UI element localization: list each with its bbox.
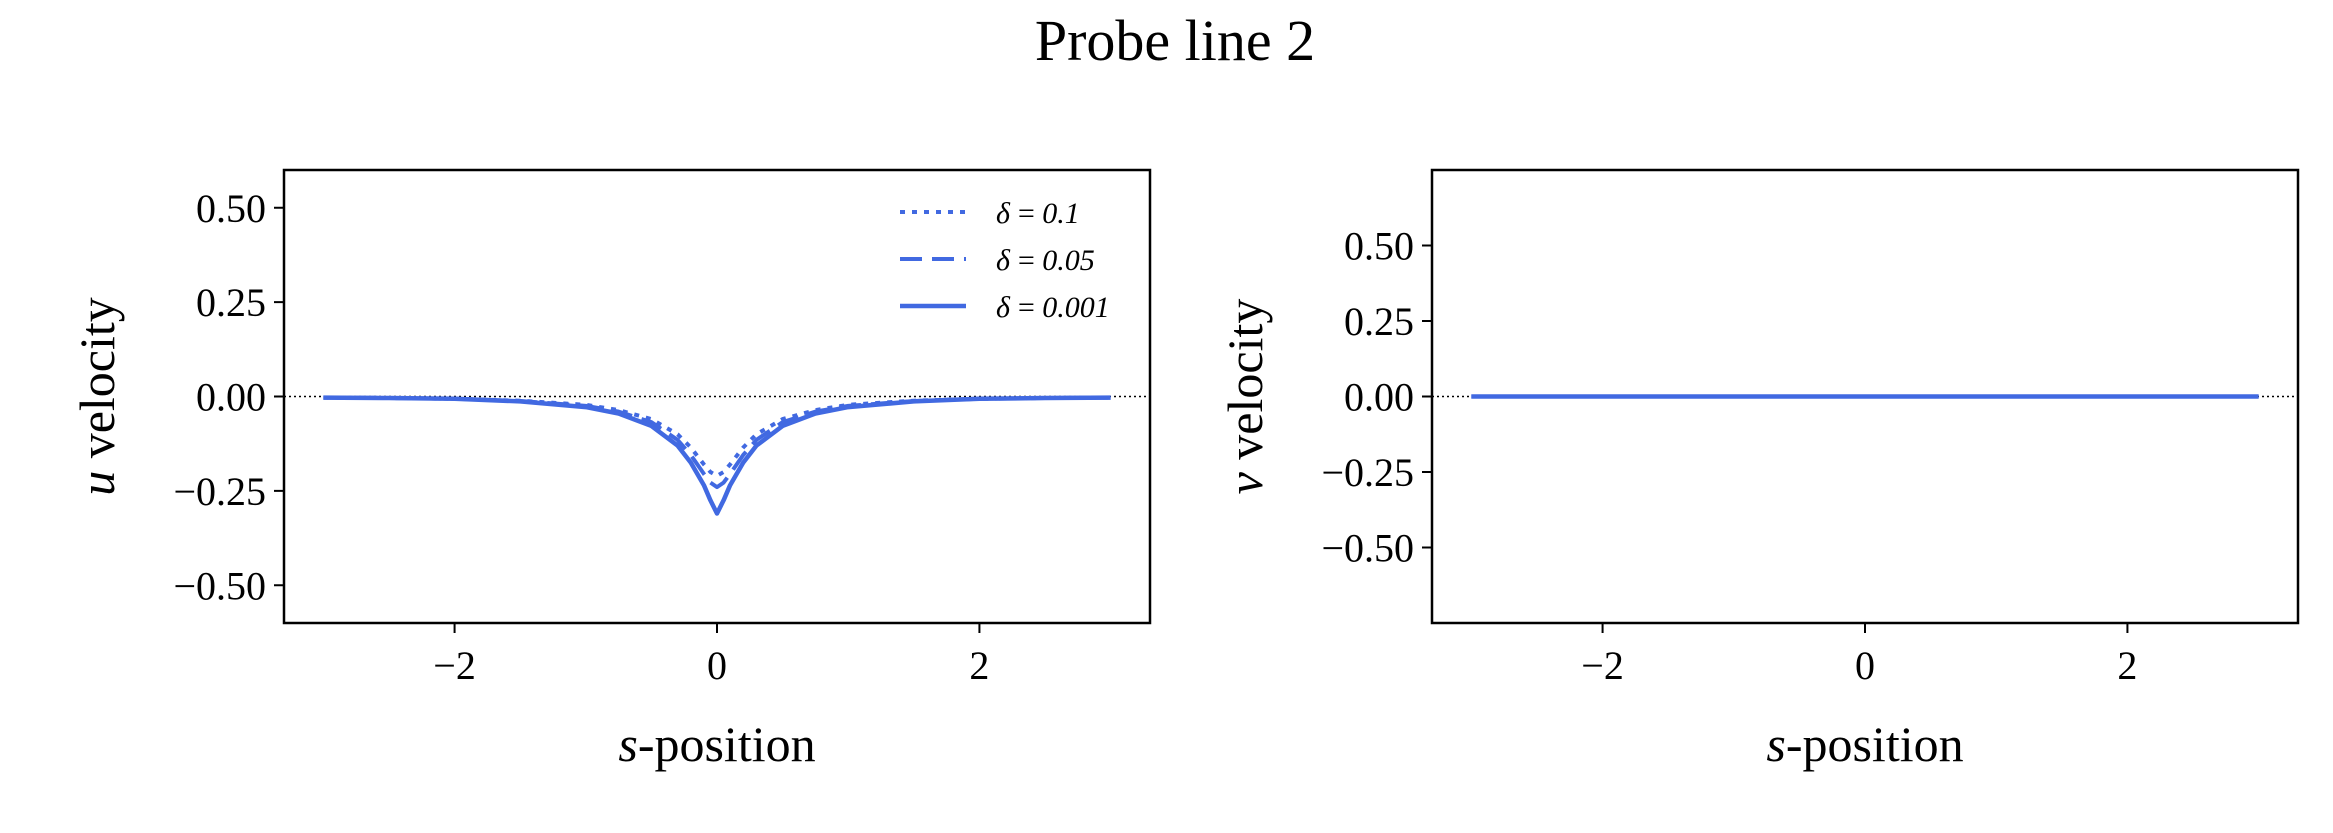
y-tick-label: 0.25: [1344, 299, 1414, 344]
y-axis-label-text: velocity: [1217, 299, 1273, 473]
series-line-dotted: [323, 395, 1111, 478]
y-axis-label: v velocity: [1217, 299, 1273, 495]
v-velocity-plot: −2 0 2 0.50 0.25 0.00 −0.25 −0.50 s-position v ve…: [1217, 168, 2300, 772]
series-line-solid: [323, 395, 1111, 516]
y-tick-label: 0.50: [196, 186, 266, 231]
y-tick-label: −0.50: [1321, 526, 1414, 571]
x-axis-label-var: s: [618, 716, 637, 772]
x-axis-label-text: -position: [1786, 716, 1964, 772]
y-tick-label: 0.00: [1344, 375, 1414, 420]
y-tick-label: 0.50: [1344, 224, 1414, 269]
x-tick-label: 2: [2117, 643, 2137, 688]
x-tick-label: 2: [969, 643, 989, 688]
legend: δ = 0.1 δ = 0.05 δ = 0.001: [900, 197, 1110, 324]
y-axis-label-var: u: [69, 471, 125, 496]
x-tick-label: 0: [1855, 643, 1875, 688]
y-tick-label: −0.50: [173, 563, 266, 608]
y-tick-label: 0.00: [196, 375, 266, 420]
x-axis-label-text: -position: [638, 716, 816, 772]
legend-label: δ = 0.1: [996, 197, 1080, 230]
y-tick-label: −0.25: [173, 469, 266, 514]
figure-title: Probe line 2: [1035, 8, 1315, 73]
x-axis-label-var: s: [1766, 716, 1785, 772]
y-tick-label: 0.25: [196, 280, 266, 325]
y-axis-label: u velocity: [69, 297, 125, 496]
legend-label: δ = 0.001: [996, 291, 1110, 324]
series-line-dashed: [323, 395, 1111, 490]
u-velocity-plot: −2 0 2 0.50 0.25 0.00 −0.25 −0.50 s-position u ve…: [69, 168, 1152, 772]
x-tick-label: −2: [1581, 643, 1624, 688]
legend-label: δ = 0.05: [996, 244, 1095, 277]
y-axis-label-text: velocity: [69, 297, 125, 471]
x-axis-label: s-position: [618, 716, 815, 772]
x-tick-label: −2: [433, 643, 476, 688]
y-tick-label: −0.25: [1321, 450, 1414, 495]
x-axis-label: s-position: [1766, 716, 1963, 772]
y-axis-label-var: v: [1217, 471, 1273, 494]
x-tick-label: 0: [707, 643, 727, 688]
